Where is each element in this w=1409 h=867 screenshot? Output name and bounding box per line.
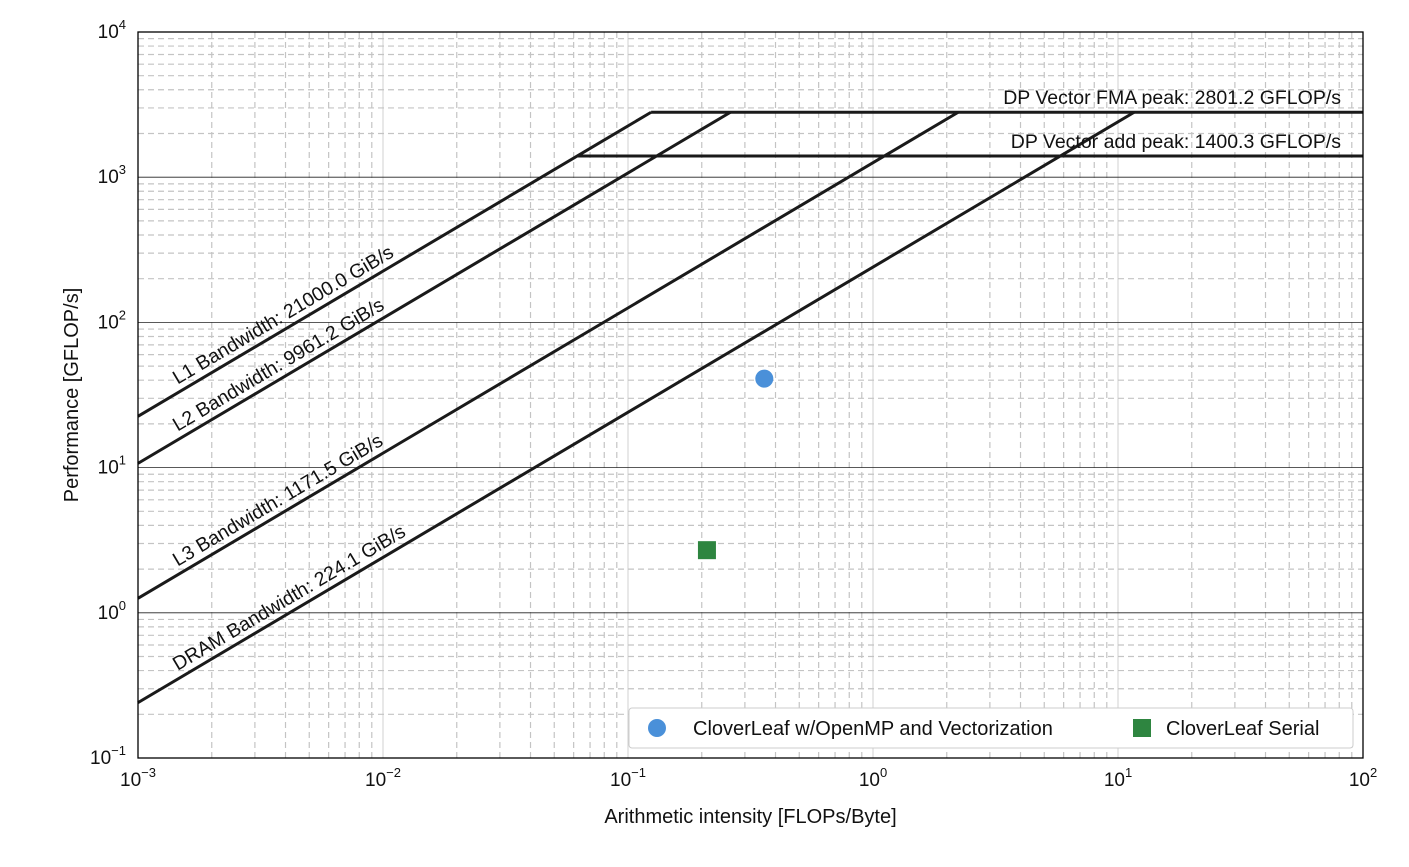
legend: CloverLeaf w/OpenMP and Vectorization Cl… [628, 707, 1354, 749]
legend-entry-serial: CloverLeaf Serial [1166, 718, 1319, 740]
legend-entry-openmp: CloverLeaf w/OpenMP and Vectorization [693, 718, 1053, 740]
x-tick-label: 100 [859, 765, 887, 791]
y-axis-label: Performance [GFLOP/s] [61, 288, 83, 503]
y-tick-label: 103 [98, 162, 126, 188]
y-tick-label: 100 [98, 598, 126, 624]
roof-lines: DP Vector FMA peak: 2801.2 GFLOP/s DP Vec… [137, 87, 1363, 704]
y-tick-label: 102 [98, 307, 126, 333]
y-tick-label: 10−1 [90, 743, 126, 769]
x-tick-label: 10−2 [365, 765, 401, 791]
legend-box [628, 707, 1354, 749]
data-point-openmp [755, 369, 774, 388]
y-tick-label: 101 [98, 453, 126, 479]
compute-roof-fma-label: DP Vector FMA peak: 2801.2 GFLOP/s [1003, 87, 1341, 109]
data-points [697, 369, 774, 560]
x-tick-label: 10−1 [610, 765, 646, 791]
x-axis-label: Arithmetic intensity [FLOPs/Byte] [604, 806, 896, 828]
y-tick-label: 104 [98, 17, 126, 43]
data-point-serial [697, 541, 716, 560]
bandwidth-roof-l3 [137, 110, 959, 600]
legend-marker-serial [1133, 719, 1151, 737]
bandwidth-roof-dram [137, 110, 1135, 704]
bandwidth-roof-l2 [137, 110, 732, 465]
compute-roof-add-label: DP Vector add peak: 1400.3 GFLOP/s [1011, 131, 1342, 153]
bandwidth-roof-l1 [137, 110, 652, 418]
plot-frame [137, 31, 1364, 759]
x-tick-label: 102 [1349, 765, 1377, 791]
tick-labels: 10−3 10−2 10−1 100 101 102 10−1 100 101 102 103 104 [90, 17, 1377, 791]
legend-marker-openmp [648, 719, 666, 737]
x-tick-label: 101 [1104, 765, 1132, 791]
x-tick-label: 10−3 [120, 765, 156, 791]
